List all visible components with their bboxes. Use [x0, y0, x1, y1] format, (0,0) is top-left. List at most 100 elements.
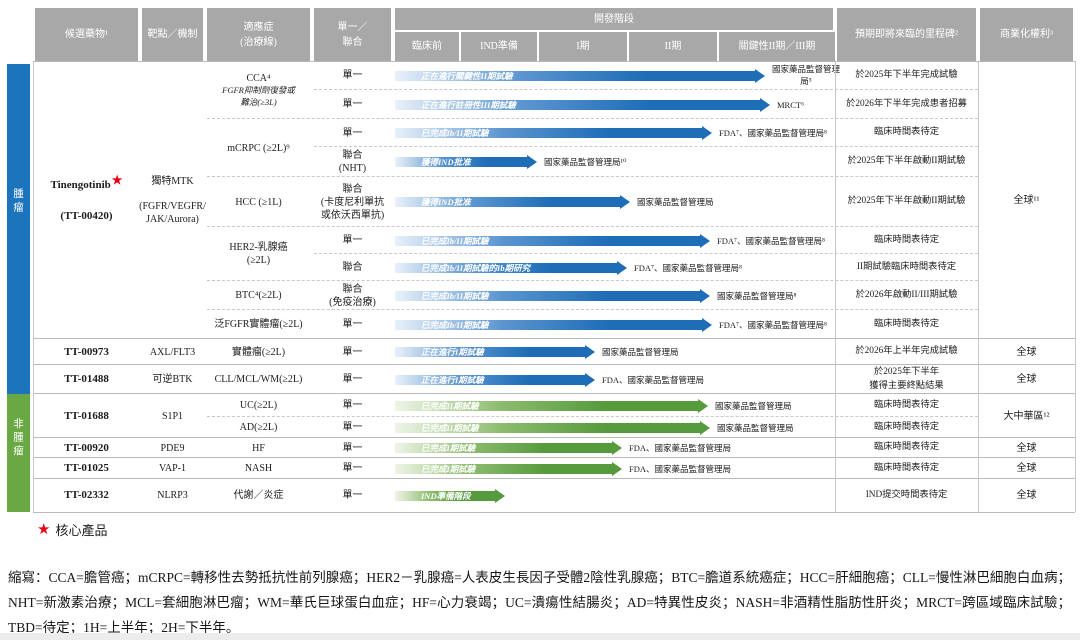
text-line: 候選藥物¹	[65, 29, 108, 40]
row-separator-dashed	[314, 89, 978, 90]
text-line: (FGFR/VEGFR/	[139, 200, 206, 212]
section-label-oncology: 腫瘤	[12, 188, 24, 215]
stage-progress-bar: 正在進行I期試驗	[395, 347, 585, 357]
core-product-legend: ★ 核心產品	[36, 520, 107, 539]
text-line: (NHT)	[338, 163, 367, 174]
text-line: 臨床時間表待定	[873, 462, 940, 473]
bar-arrow-tip	[620, 195, 630, 209]
text-line: (免疫治療)	[329, 296, 376, 308]
text-line: HCC (≥1L)	[235, 196, 282, 208]
column-border	[1075, 61, 1076, 512]
text-line: 臨床時間表待定	[873, 442, 940, 453]
section-bar-oncology: 腫瘤	[7, 64, 30, 394]
text-line: 於2025年下半年	[873, 366, 940, 377]
bar-status-label: 正在進行關鍵性II期試驗	[421, 70, 513, 81]
regulator-label: 國家藥品監督管理局	[602, 347, 679, 357]
indication-cell: UC(≥2L)	[205, 394, 312, 417]
milestone-cell: II期試驗臨床時間表待定	[835, 254, 978, 281]
bar-arrow-tip	[527, 155, 537, 169]
text-line: 單一	[342, 463, 363, 474]
regimen-cell: 單一	[312, 394, 393, 417]
text-line: 聯合	[342, 150, 363, 161]
regulator-label: FDA⁷、國家藥品監督管理局⁸	[717, 235, 825, 246]
text-line: II期試驗臨床時間表待定	[856, 261, 957, 272]
text-line: CCA⁴	[246, 73, 271, 85]
bar-status-label: IND準備階段	[421, 490, 471, 501]
milestone-cell: 臨床時間表待定	[835, 310, 978, 339]
row-separator-solid	[33, 393, 1075, 394]
star-icon: ★	[37, 522, 51, 538]
text-line: VAP-1	[158, 463, 187, 474]
row-separator-solid	[33, 478, 1075, 479]
indication-cell: HCC (≥1L)	[205, 177, 312, 227]
text-line: PDE9	[160, 442, 185, 454]
indication-cell: HF	[205, 438, 312, 458]
stage-progress-bar: 已完成II期試驗	[395, 422, 700, 433]
milestone-cell: 臨床時間表待定	[835, 417, 978, 438]
row-separator-dashed	[207, 280, 978, 281]
regimen-cell: 單一	[312, 119, 393, 147]
regimen-cell: 單一	[312, 438, 393, 458]
text-line: NASH	[244, 463, 273, 474]
indication-cell: NASH	[205, 458, 312, 479]
commercial-rights-cell: 全球¹¹	[1013, 194, 1040, 206]
drug-cell: TT-01025	[33, 458, 140, 479]
regulator-label: 國家藥品監督管理局	[715, 400, 792, 411]
commercial-rights-cell: 全球	[1016, 463, 1037, 474]
bar-status-label: 已完成I期試驗	[421, 443, 476, 453]
row-separator-solid	[33, 437, 1075, 438]
regulator-label: FDA⁷、國家藥品監督管理局⁸	[719, 319, 827, 330]
commercial-rights-cell: 大中華區¹²	[1003, 410, 1050, 422]
regimen-cell: 單一	[312, 479, 393, 512]
text-line: 單一	[342, 235, 363, 246]
text-line: 於2025年下半年啟動II期試驗	[847, 196, 966, 207]
header-stage-4: 關鍵性II期／III期	[719, 32, 835, 61]
text-line: 代謝／炎症	[233, 490, 284, 501]
bar-status-label: 正在進行註冊性III期試驗	[421, 99, 516, 110]
drug-cell: Tinengotinib★ (TT-00420)	[33, 61, 140, 339]
bar-arrow-tip	[585, 372, 595, 387]
milestone-cell: 臨床時間表待定	[835, 394, 978, 417]
bar-status-label: 已完成Ib/II期試驗	[421, 128, 489, 138]
stage-progress-bar: 已完成Ib/II期試驗	[395, 290, 700, 301]
text-line: 於2026年下半年完成患者招募	[846, 98, 967, 109]
indication-cell: 實體瘤(≥2L)	[205, 339, 312, 365]
bar-arrow-tip	[617, 260, 627, 275]
header-commercial: 商業化權利³	[980, 8, 1073, 61]
row-separator-dashed	[207, 226, 978, 227]
commercial-rights-cell: 全球	[1016, 442, 1037, 454]
header-stage-1: IND準備	[461, 32, 537, 61]
header-milestone: 預期即將來臨的里程碑²	[837, 8, 976, 61]
drug-cell: TT-00973	[33, 339, 140, 365]
text-line: CLL/MCL/WM(≥2L)	[214, 374, 303, 385]
regulator-label: 國家藥品監督管理局⁵	[771, 64, 840, 86]
stage-progress-bar: 獲得IND批准	[395, 157, 527, 167]
stage-progress-bar: 已完成Ib/II期試驗	[395, 128, 702, 138]
core-product-star-icon: ★	[111, 173, 123, 188]
commercial-rights-cell: 全球	[1016, 490, 1037, 501]
text-line: 單一	[342, 490, 363, 501]
indication-cell: CCA⁴ FGFR抑制劑復發或 難治(≥3L)	[205, 61, 312, 119]
text-line: 單一	[342, 319, 363, 330]
bar-status-label: 已完成Ib/II期試驗	[421, 235, 489, 246]
text-line: BTC⁴(≥2L)	[235, 290, 282, 301]
target-cell: PDE9	[140, 438, 205, 458]
header-development-stage: 開發階段	[395, 8, 833, 30]
indication-cell: 泛FGFR實體瘤(≥2L)	[205, 310, 312, 339]
text-line: 臨床時間表待定	[873, 421, 940, 432]
abbreviations-footnote: 縮寫：CCA=膽管癌；mCRPC=轉移性去勢抵抗性前列腺癌；HER2－乳腺癌=人…	[8, 570, 1071, 635]
indication-cell: AD(≥2L)	[205, 417, 312, 438]
bar-status-label: 已完成I期試驗	[421, 463, 476, 474]
text-line: FGFR抑制劑復發或	[222, 85, 295, 96]
indication-cell: BTC⁴(≥2L)	[205, 281, 312, 310]
column-border	[978, 61, 979, 512]
text-line: 臨床時間表待定	[873, 399, 940, 410]
regimen-cell: 聯合 (免疫治療)	[312, 281, 393, 310]
page-edge	[0, 633, 1080, 640]
target-cell: AXL/FLT3	[140, 339, 205, 365]
regimen-cell: 單一	[312, 339, 393, 365]
regulator-label: 國家藥品監督管理局	[637, 197, 714, 207]
text-line: (治療線)	[240, 36, 277, 48]
bar-status-label: 已完成Ib/II期試驗的Ib期研究	[421, 262, 531, 273]
